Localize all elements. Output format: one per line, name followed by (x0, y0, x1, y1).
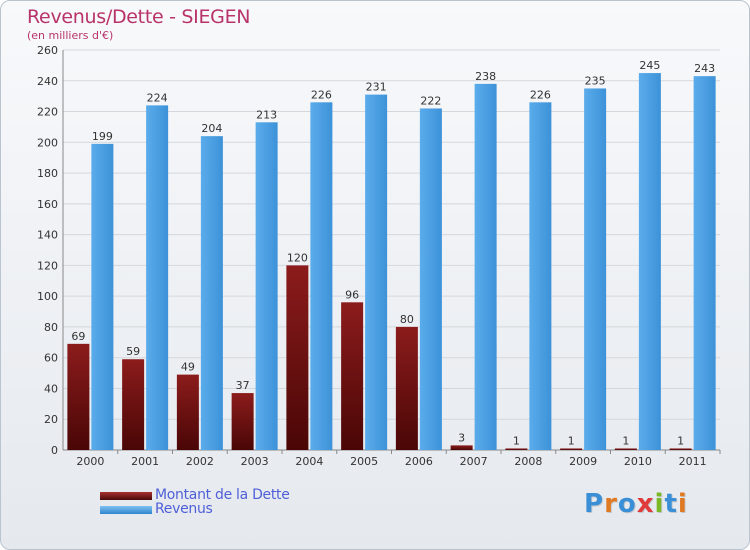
bar-revenus-2010 (638, 73, 661, 451)
data-label-revenus-2003: 213 (256, 108, 277, 121)
x-tick-label-2001: 2001 (131, 455, 159, 468)
bar-revenus-2000 (91, 143, 114, 450)
x-tick-label-2002: 2002 (186, 455, 214, 468)
logo-letter-0: P (584, 489, 605, 519)
x-tick-label-2009: 2009 (569, 455, 597, 468)
bar-dette-2008 (505, 448, 528, 450)
bar-dette-2003 (231, 393, 254, 450)
y-tick-label-40: 40 (44, 382, 58, 395)
bar-revenus-2002 (200, 136, 223, 450)
data-label-dette-2011: 1 (677, 434, 684, 447)
logo-letter-6: i (677, 489, 688, 519)
data-label-dette-2006: 80 (400, 313, 414, 326)
y-tick-label-120: 120 (37, 259, 58, 272)
data-label-dette-2003: 37 (236, 379, 250, 392)
y-tick-label-180: 180 (37, 167, 58, 180)
x-tick-label-2005: 2005 (350, 455, 378, 468)
bar-revenus-2011 (693, 76, 716, 451)
data-label-dette-2004: 120 (287, 251, 308, 264)
data-label-revenus-2000: 199 (92, 130, 113, 143)
bar-dette-2011 (669, 448, 692, 450)
proxiti-logo: Proxiti (584, 489, 688, 519)
y-tick-label-220: 220 (37, 106, 58, 119)
y-tick-label-140: 140 (37, 229, 58, 242)
data-label-dette-2010: 1 (622, 434, 629, 447)
y-tick-label-260: 260 (37, 44, 58, 57)
x-tick-label-2010: 2010 (624, 455, 652, 468)
bar-revenus-2003 (255, 122, 278, 451)
x-tick-label-2004: 2004 (295, 455, 323, 468)
x-tick-label-2003: 2003 (241, 455, 269, 468)
bar-dette-2009 (560, 448, 583, 450)
bar-dette-2002 (176, 374, 199, 450)
legend-swatch-dette (100, 492, 152, 500)
data-label-revenus-2006: 222 (420, 94, 441, 107)
data-label-dette-2009: 1 (568, 434, 575, 447)
bar-dette-2004 (286, 265, 309, 450)
x-tick-label-2000: 2000 (76, 455, 104, 468)
legend-label-dette: Montant de la Dette (155, 487, 290, 503)
data-label-dette-2005: 96 (345, 288, 359, 301)
bar-revenus-2009 (584, 88, 607, 450)
bar-dette-2000 (67, 343, 90, 450)
legend-label-revenus: Revenus (155, 501, 213, 517)
bar-dette-2010 (614, 448, 637, 450)
bar-dette-2001 (122, 359, 145, 450)
bar-revenus-2001 (146, 105, 169, 450)
bar-revenus-2008 (529, 102, 552, 451)
y-tick-label-0: 0 (51, 444, 58, 457)
x-tick-label-2006: 2006 (405, 455, 433, 468)
data-label-revenus-2008: 226 (530, 88, 551, 101)
y-tick-label-60: 60 (44, 352, 58, 365)
bar-revenus-2005 (365, 94, 388, 450)
data-label-dette-2008: 1 (513, 434, 520, 447)
logo-letter-5: t (664, 489, 678, 519)
y-tick-label-80: 80 (44, 321, 58, 334)
data-label-revenus-2002: 204 (201, 122, 222, 135)
data-label-revenus-2010: 245 (639, 59, 660, 72)
y-tick-label-200: 200 (37, 136, 58, 149)
y-tick-label-20: 20 (44, 413, 58, 426)
bar-revenus-2004 (310, 102, 333, 451)
legend-swatch-revenus (100, 506, 152, 514)
logo-letter-3: x (636, 489, 655, 519)
logo-letter-2: o (617, 489, 637, 519)
bar-revenus-2006 (419, 108, 442, 450)
y-tick-label-100: 100 (37, 290, 58, 303)
x-tick-label-2011: 2011 (679, 455, 707, 468)
x-tick-label-2008: 2008 (514, 455, 542, 468)
bar-dette-2006 (395, 326, 418, 450)
bar-dette-2005 (341, 302, 364, 450)
chart-subtitle: (en milliers d'€) (27, 29, 114, 42)
data-label-revenus-2001: 224 (147, 91, 168, 104)
bar-dette-2007 (450, 445, 473, 450)
bar-revenus-2007 (474, 83, 497, 450)
data-label-revenus-2004: 226 (311, 88, 332, 101)
data-label-revenus-2009: 235 (585, 74, 606, 87)
y-tick-label-160: 160 (37, 198, 58, 211)
chart-title: Revenus/Dette - SIEGEN (27, 6, 251, 28)
x-tick-label-2007: 2007 (460, 455, 488, 468)
data-label-dette-2007: 3 (458, 431, 465, 444)
data-label-revenus-2011: 243 (694, 62, 715, 75)
logo-letter-1: r (604, 489, 618, 519)
data-label-dette-2002: 49 (181, 361, 195, 374)
y-tick-label-240: 240 (37, 75, 58, 88)
data-label-dette-2001: 59 (126, 345, 140, 358)
data-label-revenus-2005: 231 (366, 81, 387, 94)
data-label-revenus-2007: 238 (475, 70, 496, 83)
data-label-dette-2000: 69 (71, 330, 85, 343)
logo-letter-4: i (654, 489, 665, 519)
